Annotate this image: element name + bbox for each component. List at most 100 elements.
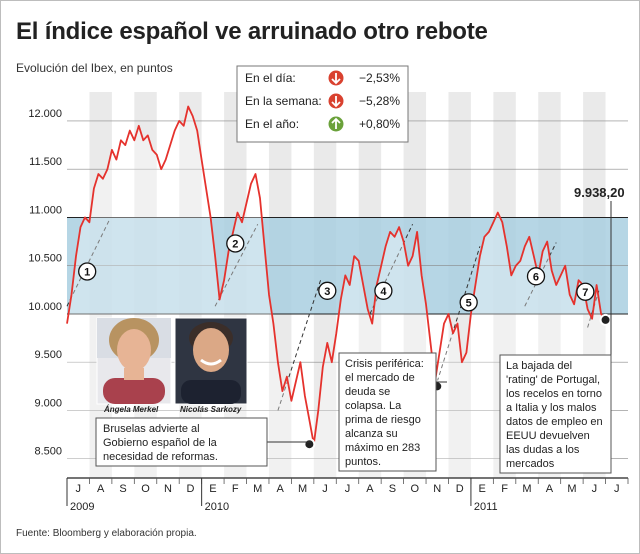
month-label: J (345, 483, 351, 495)
month-label: N (433, 483, 441, 495)
month-label: A (277, 483, 285, 495)
portugal-line-1: La bajada del (506, 360, 572, 372)
arrow-down-icon (328, 70, 344, 86)
y-tick-label: 9.000 (34, 397, 62, 409)
summary-value-day: −2,53% (359, 71, 400, 85)
series-line (66, 105, 607, 446)
summary-label-week: En la semana: (245, 94, 322, 108)
month-label: D (456, 483, 464, 495)
portugal-line-3: los recelos en torno (506, 388, 602, 400)
event-marker: 7 (576, 282, 595, 301)
bruselas-line-2: Gobierno español de la (103, 437, 218, 449)
summary-value-year: +0,80% (359, 117, 400, 131)
month-label: D (186, 483, 194, 495)
year-label: 2009 (70, 501, 94, 513)
year-label: 2010 (205, 501, 229, 513)
summary-label-day: En el día: (245, 71, 296, 85)
event-marker-label: 5 (466, 297, 472, 309)
month-label: O (411, 483, 420, 495)
y-tick-label: 8.500 (34, 446, 62, 458)
arrow-down-icon (328, 93, 344, 109)
y-axis-labels: 8.500 9.000 9.500 10.000 10.500 11.000 11.500 1… (28, 108, 62, 458)
month-label: J (75, 483, 81, 495)
annotation-bruselas: Bruselas advierte al Gobierno español de… (95, 417, 268, 467)
bruselas-line-1: Bruselas advierte al (103, 423, 200, 435)
month-label: M (567, 483, 576, 495)
month-label: M (522, 483, 531, 495)
caption-merkel: Ángela Merkel (103, 405, 159, 414)
annotation-portugal: La bajada del 'rating' de Portugal, los … (499, 354, 612, 474)
summary-label-year: En el año: (245, 117, 299, 131)
month-label: A (97, 483, 105, 495)
month-label: J (322, 483, 328, 495)
month-label: A (366, 483, 374, 495)
month-label: S (119, 483, 126, 495)
event-marker-label: 3 (324, 286, 330, 298)
highlight-point (599, 313, 612, 326)
month-label: M (253, 483, 262, 495)
crisis-line-4: colapsa. La (345, 400, 402, 412)
photo-sarkozy (174, 317, 248, 405)
month-label: E (209, 483, 216, 495)
month-label: J (592, 483, 598, 495)
arrow-up-icon (328, 116, 344, 132)
year-label: 2011 (474, 501, 498, 513)
chart-title: El índice español ve arruinado otro rebo… (16, 18, 488, 45)
month-label: M (298, 483, 307, 495)
caption-sarkozy: Nicolás Sarkozy (180, 405, 242, 414)
month-label: J (614, 483, 620, 495)
event-marker-label: 2 (232, 239, 238, 251)
crisis-line-7: máximo en 283 (345, 442, 420, 454)
portugal-line-4: a Italia y los malos (506, 402, 597, 414)
y-tick-label: 12.000 (28, 108, 62, 120)
month-label: A (546, 483, 554, 495)
event-marker-circle (374, 281, 393, 300)
highlight-point (303, 438, 316, 451)
event-marker: 1 (78, 262, 97, 281)
event-marker-circle (576, 282, 595, 301)
photo-merkel (96, 317, 172, 405)
crisis-line-3: deuda se (345, 386, 390, 398)
portugal-line-8: mercados (506, 458, 555, 470)
last-value-label: 9.938,20 (574, 185, 625, 200)
trend-line (436, 246, 481, 382)
event-marker-circle (526, 267, 546, 286)
crisis-line-5: prima de riesgo (345, 414, 421, 426)
crisis-line-6: alcanza su (345, 428, 398, 440)
month-label: N (164, 483, 172, 495)
source-note: Fuente: Bloomberg y elaboración propia. (16, 528, 197, 539)
portugal-line-7: las dudas a los (506, 444, 580, 456)
event-marker: 4 (374, 281, 393, 300)
trend-line (214, 223, 259, 307)
bruselas-line-3: necesidad de reformas. (103, 451, 218, 463)
trend-line (587, 290, 600, 328)
trend-line (277, 280, 322, 411)
event-markers: 1 2 3 4 5 6 7 (78, 234, 595, 312)
summary-box: En el día: En la semana: En el año: −2,5… (236, 65, 409, 143)
crisis-line-1: Crisis periférica: (345, 358, 424, 370)
event-marker: 6 (526, 267, 546, 286)
y-tick-label: 11.000 (29, 204, 62, 216)
portugal-line-6: EEUU devuelven (506, 430, 590, 442)
portugal-line-5: datos de empleo en (506, 416, 603, 428)
event-marker-circle (318, 281, 337, 300)
crisis-line-2: el mercado de (345, 372, 415, 384)
summary-value-week: −5,28% (359, 94, 400, 108)
event-marker-label: 1 (84, 266, 90, 278)
y-tick-label: 10.500 (28, 253, 62, 265)
event-marker-label: 6 (533, 271, 539, 283)
crisis-line-8: puntos. (345, 456, 381, 468)
chart-subtitle: Evolución del Ibex, en puntos (16, 61, 173, 75)
y-tick-label: 11.500 (29, 156, 62, 168)
month-label: E (478, 483, 485, 495)
month-label: O (141, 483, 150, 495)
event-marker: 2 (226, 234, 245, 253)
event-marker-label: 7 (582, 287, 588, 299)
event-marker: 5 (459, 293, 478, 312)
trend-line (66, 219, 111, 307)
annotation-crisis: Crisis periférica: el mercado de deuda s… (338, 352, 437, 472)
event-marker-label: 4 (380, 286, 387, 298)
y-tick-label: 9.500 (34, 349, 62, 361)
trend-line (369, 223, 414, 315)
